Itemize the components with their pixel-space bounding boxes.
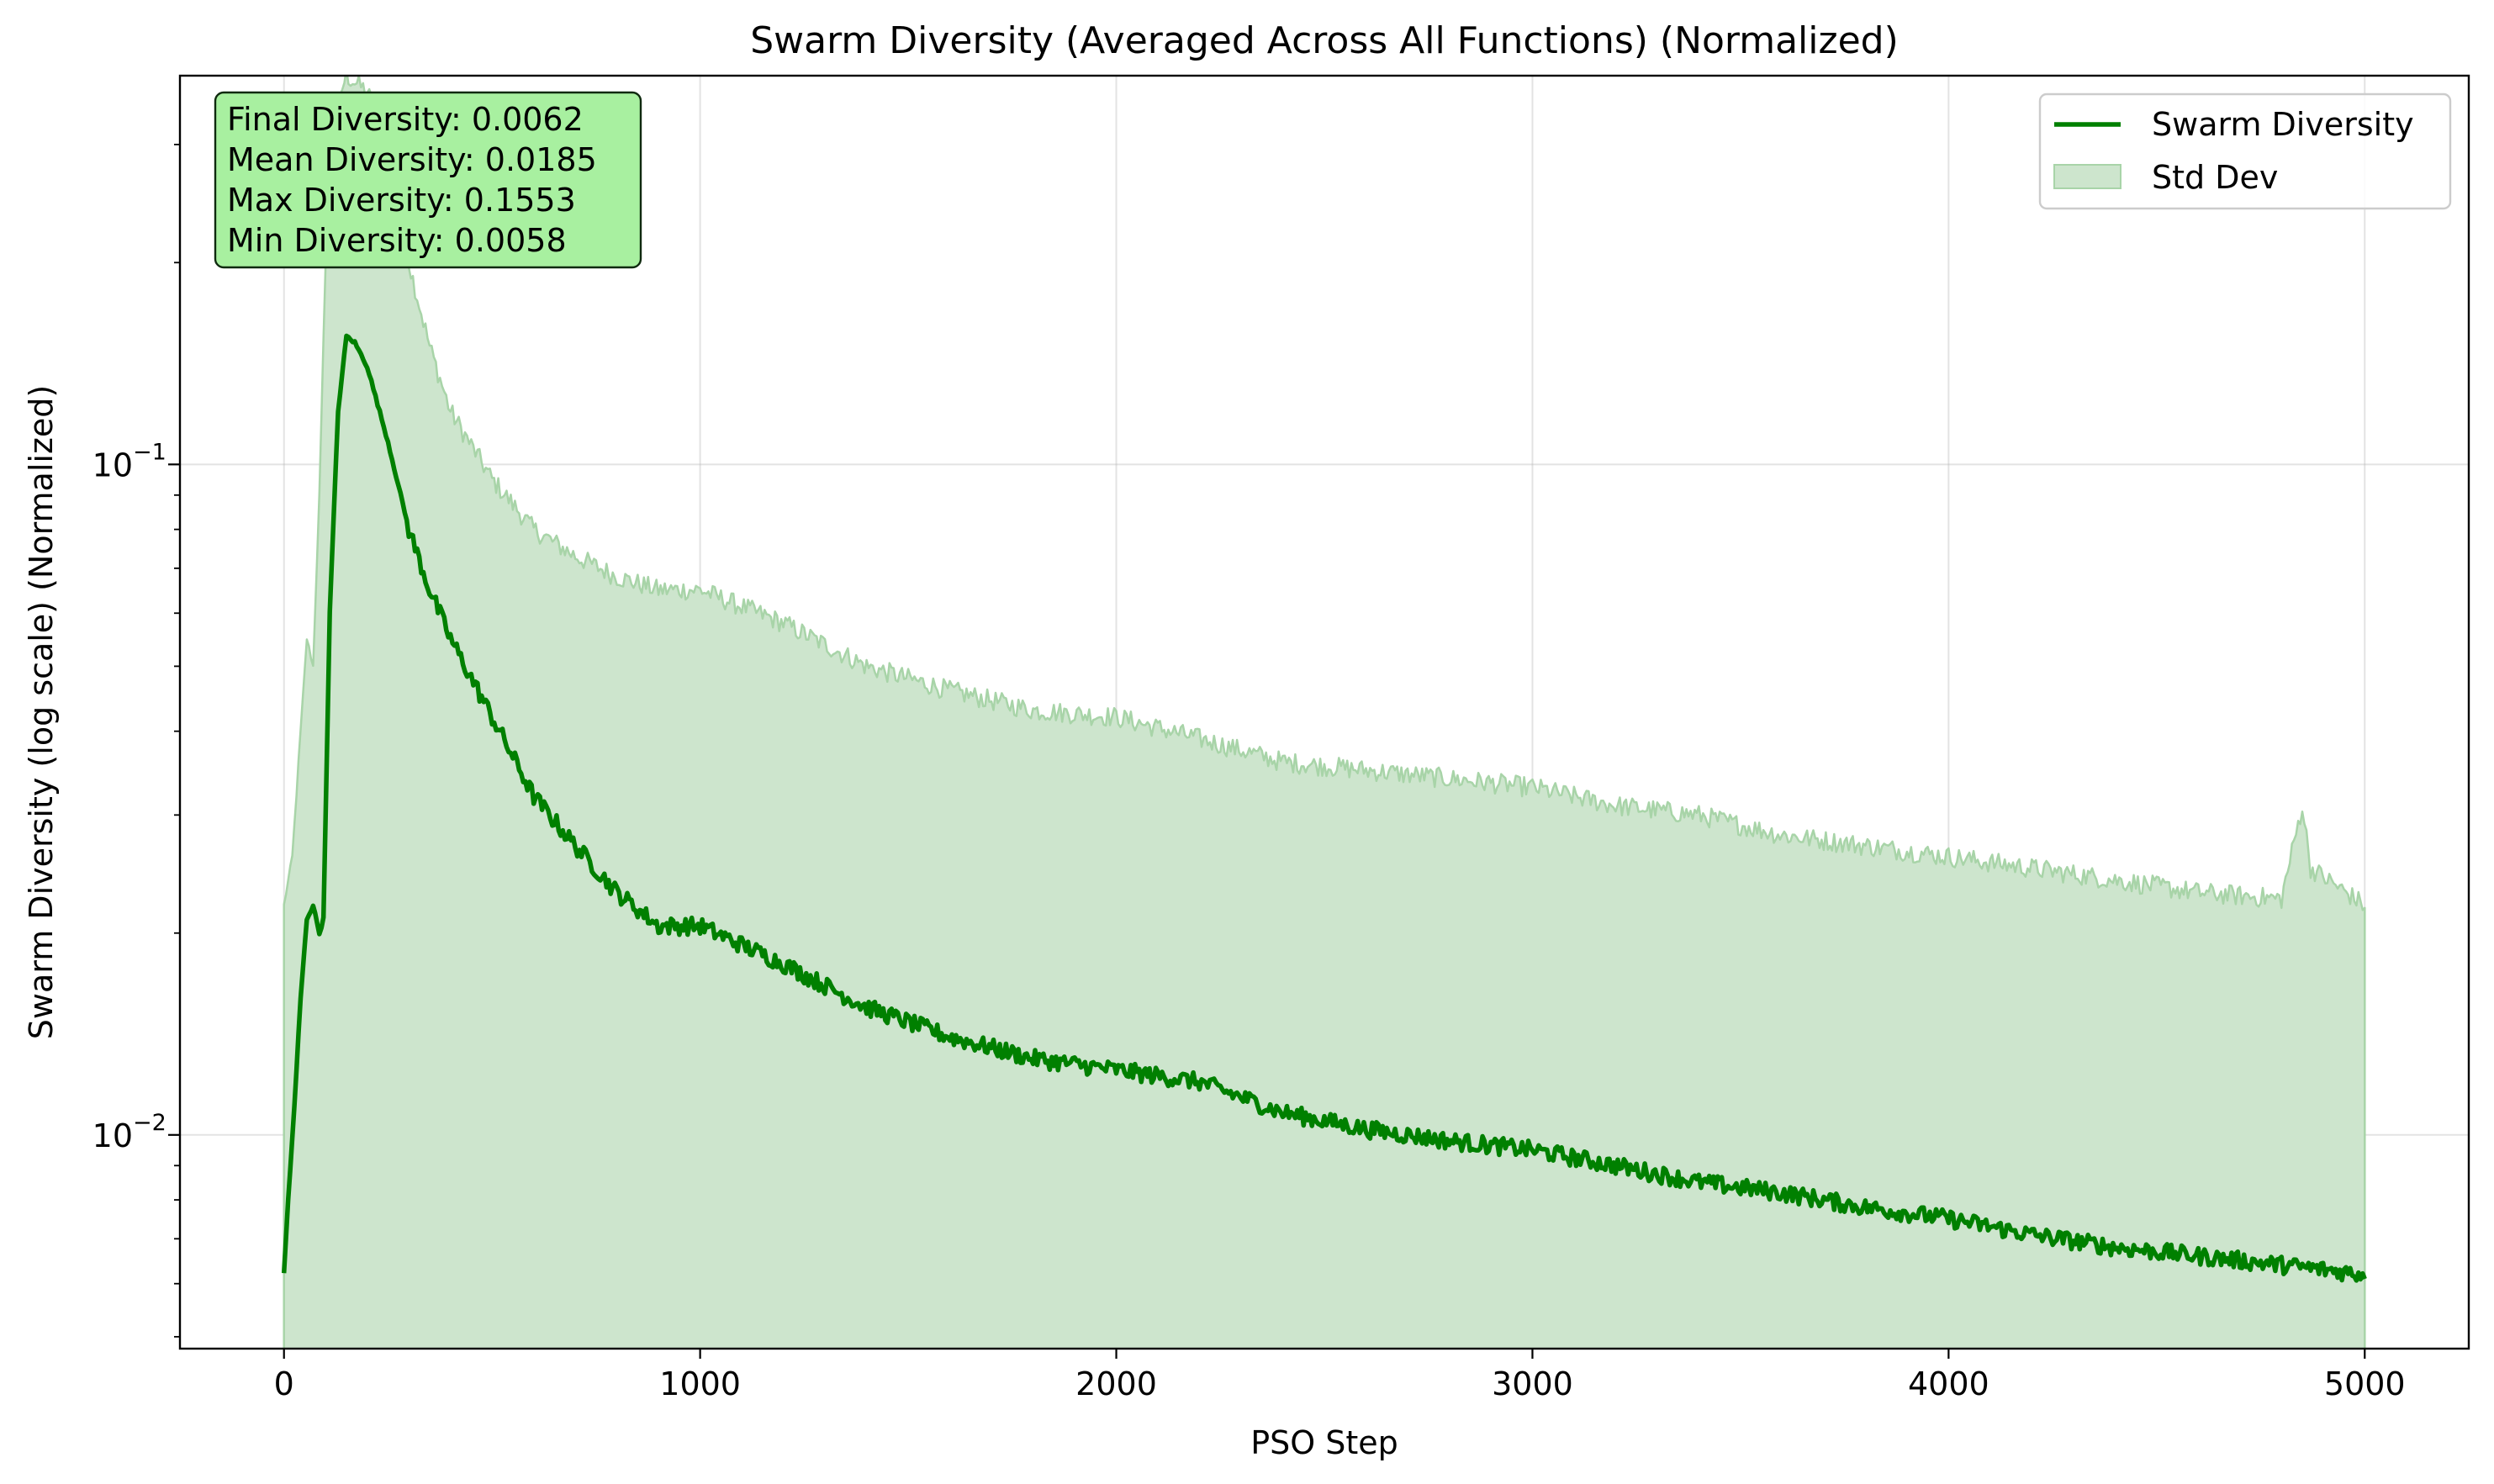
x-axis-label: PSO Step <box>1250 1424 1398 1461</box>
stats-mean-diversity: Mean Diversity: 0.0185 <box>227 141 597 178</box>
stats-final-diversity: Final Diversity: 0.0062 <box>227 101 584 138</box>
std-dev-band <box>283 76 2366 1349</box>
y-tick-exponent: −1 <box>133 439 166 465</box>
x-tick-label: 4000 <box>1908 1365 1989 1402</box>
stats-box-background <box>214 91 642 269</box>
stats-min-diversity: Min Diversity: 0.0058 <box>227 222 567 259</box>
y-tick-label: 10 <box>92 446 133 483</box>
chart-title: Swarm Diversity (Averaged Across All Fun… <box>750 19 1899 62</box>
x-tick-label: 1000 <box>659 1365 741 1402</box>
x-tick-label: 2000 <box>1075 1365 1157 1402</box>
x-tick-label: 0 <box>274 1365 294 1402</box>
swarm-diversity-line <box>281 333 2367 1283</box>
axes-frame <box>178 74 2470 1350</box>
legend-std-dev-swatch <box>2053 164 2121 189</box>
x-tick-label: 3000 <box>1492 1365 1573 1402</box>
legend-frame <box>2038 92 2452 210</box>
y-tick-label: 10 <box>92 1117 133 1154</box>
stats-box: Final Diversity: 0.0062 Mean Diversity: … <box>214 91 642 269</box>
legend-swarm-diversity-label: Swarm Diversity <box>2152 106 2414 143</box>
stats-max-diversity: Max Diversity: 0.1553 <box>227 182 576 219</box>
y-tick-exponent: −2 <box>133 1110 166 1136</box>
legend-std-dev-label: Std Dev <box>2152 159 2278 196</box>
x-tick-label: 5000 <box>2324 1365 2406 1402</box>
legend: Swarm Diversity Std Dev <box>2038 92 2452 210</box>
y-axis-label: Swarm Diversity (log scale) (Normalized) <box>23 385 60 1039</box>
